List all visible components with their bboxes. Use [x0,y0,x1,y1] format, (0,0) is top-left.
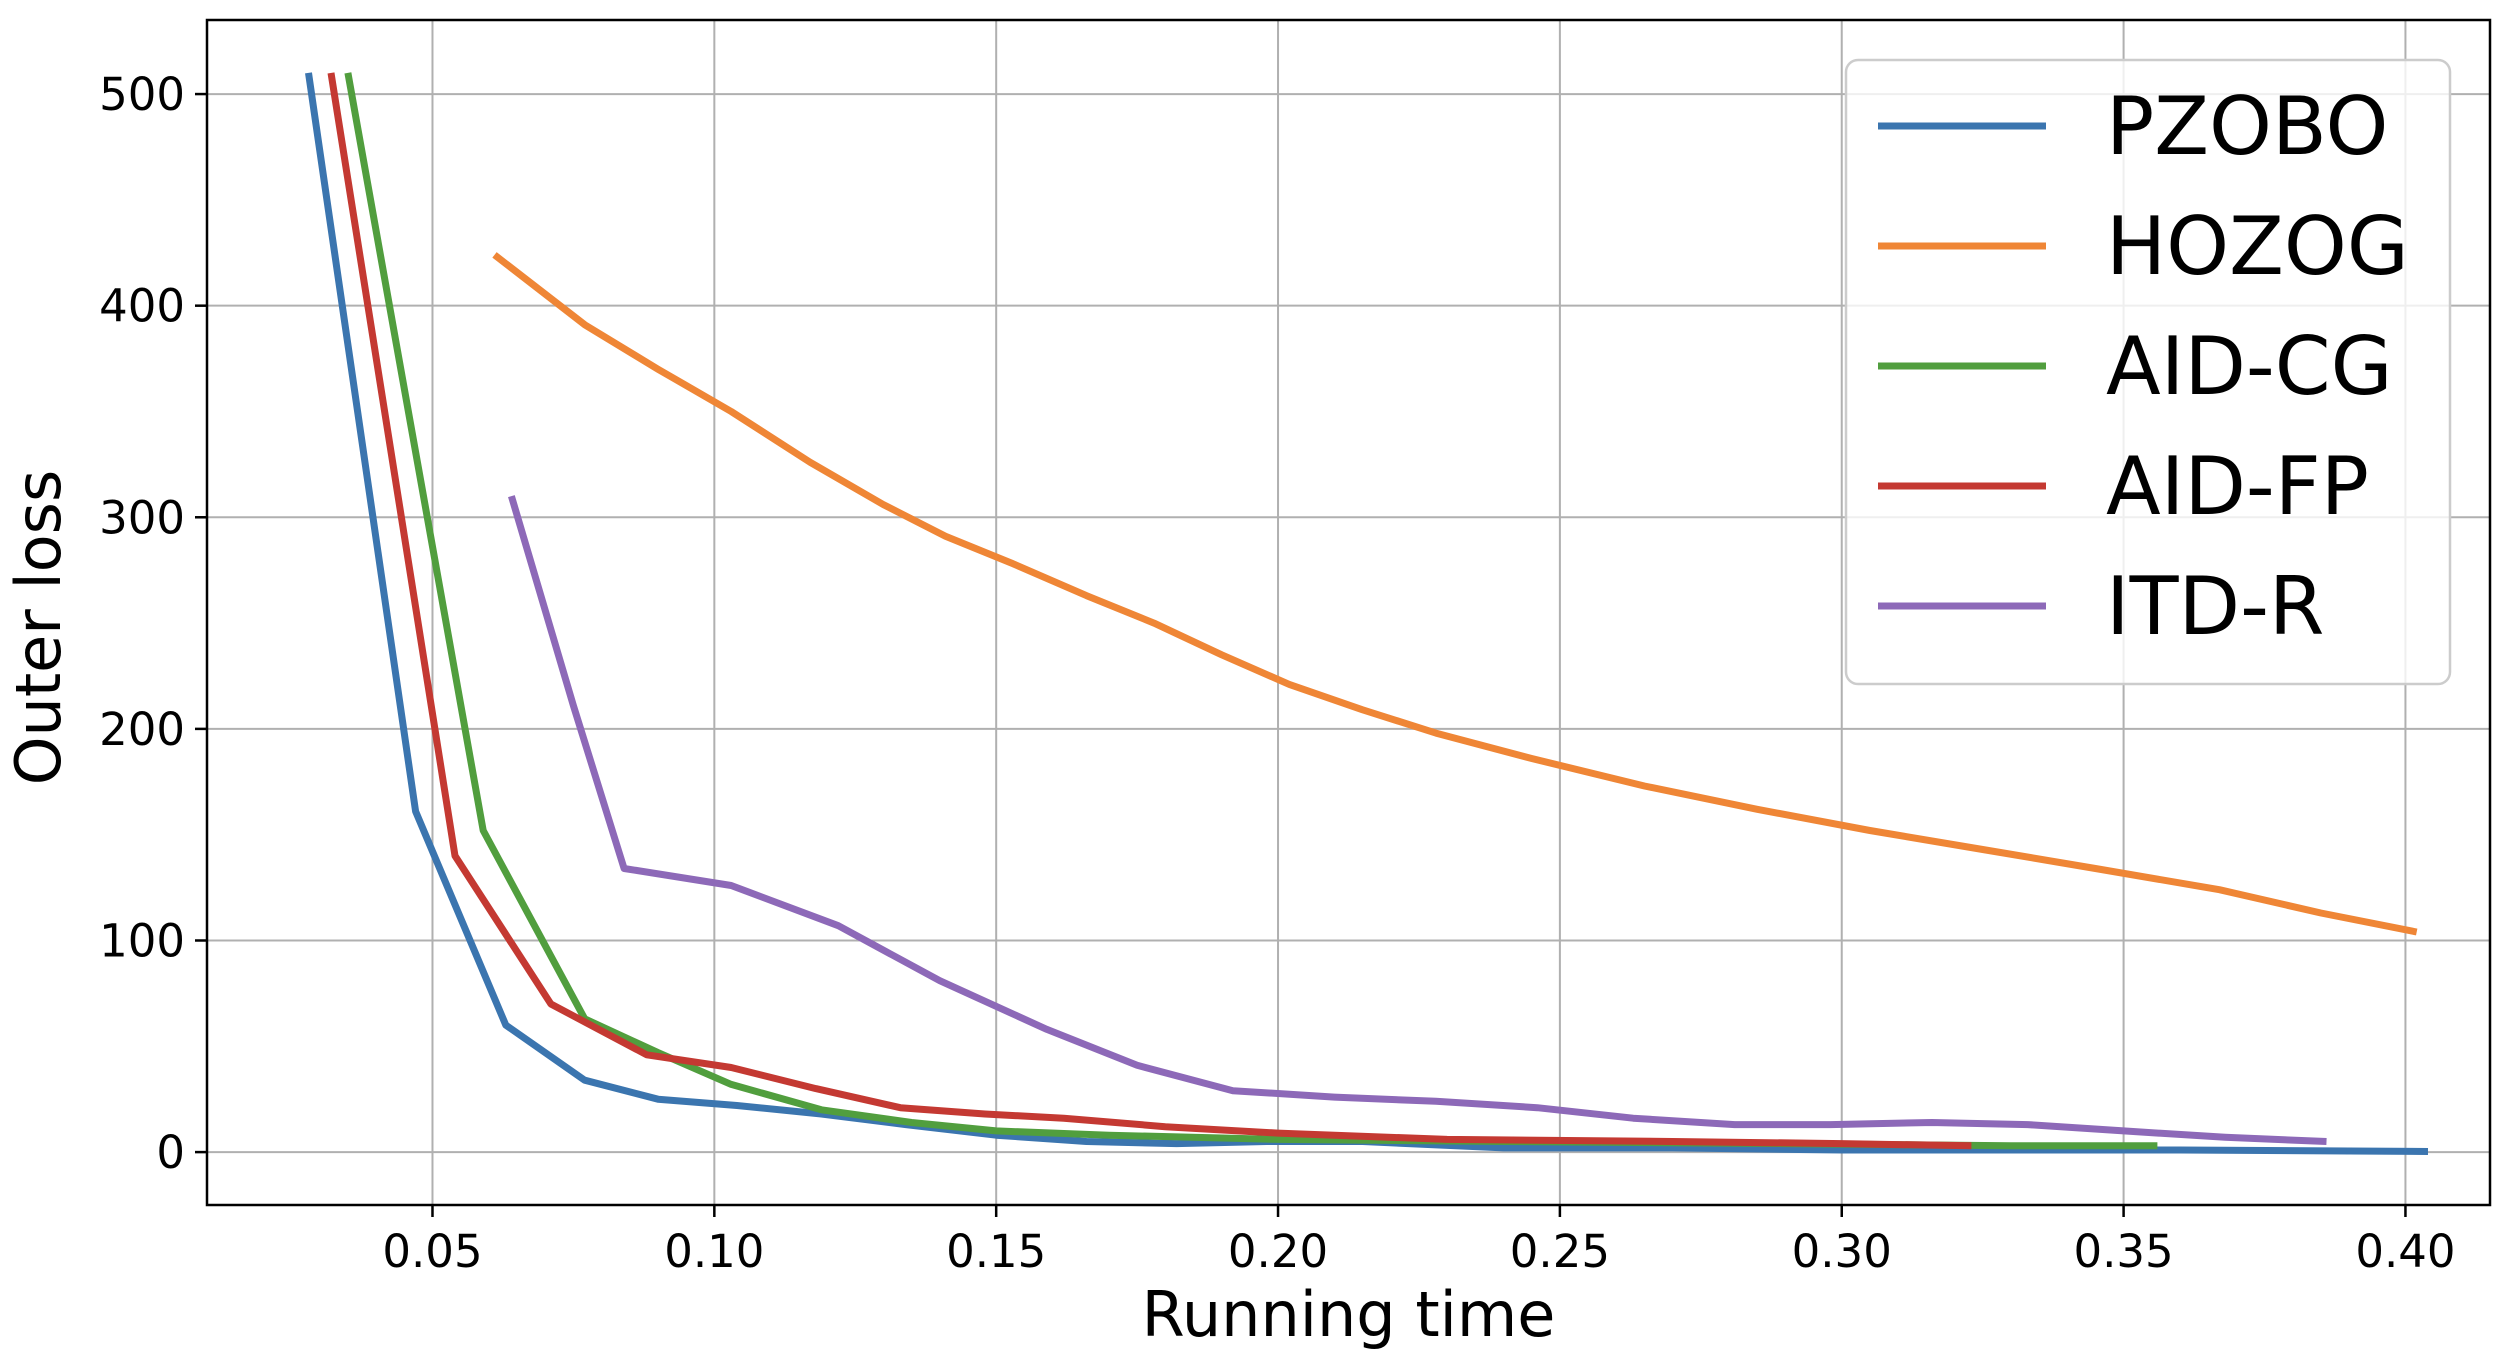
legend: PZOBO HOZOG AID-CG AID-FP ITD-R [1844,58,2452,686]
y-tick-label: 100 [99,914,185,967]
y-tick-label: 400 [99,280,185,333]
y-axis-ticks: 0 100 200 300 400 500 [99,68,207,1179]
legend-label-hozog: HOZOG [2106,200,2409,293]
y-tick-label: 200 [99,703,185,756]
x-tick-label: 0.35 [2073,1225,2173,1278]
series-line-aid-fp [327,72,1972,1150]
y-tick-label: 300 [99,491,185,544]
x-tick-label: 0.10 [664,1225,764,1278]
x-tick-label: 0.15 [946,1225,1046,1278]
series-line-hozog [492,252,2418,936]
series-line-itd-r [508,495,2327,1145]
y-axis-title: Outer loss [2,470,75,786]
legend-label-pzobo: PZOBO [2106,80,2388,173]
plot-frame [205,18,2492,1207]
x-tick-label: 0.25 [1510,1225,1610,1278]
legend-box [1844,58,2452,686]
legend-label-aid-cg: AID-CG [2106,320,2393,413]
legend-label-aid-fp: AID-FP [2106,440,2369,533]
series-line-pzobo [305,72,2429,1155]
x-tick-label: 0.40 [2355,1225,2455,1278]
x-axis-title: Running time [1142,1278,1556,1351]
y-tick-label: 0 [156,1126,185,1179]
y-tick-label: 500 [99,68,185,121]
legend-label-itd-r: ITD-R [2106,560,2325,653]
x-tick-label: 0.05 [382,1225,482,1278]
x-axis-ticks: 0.05 0.10 0.15 0.20 0.25 0.30 0.35 0.40 [382,1205,2456,1278]
x-tick-label: 0.30 [1792,1225,1892,1278]
series-lines [305,72,2429,1155]
x-tick-label: 0.20 [1228,1225,1328,1278]
